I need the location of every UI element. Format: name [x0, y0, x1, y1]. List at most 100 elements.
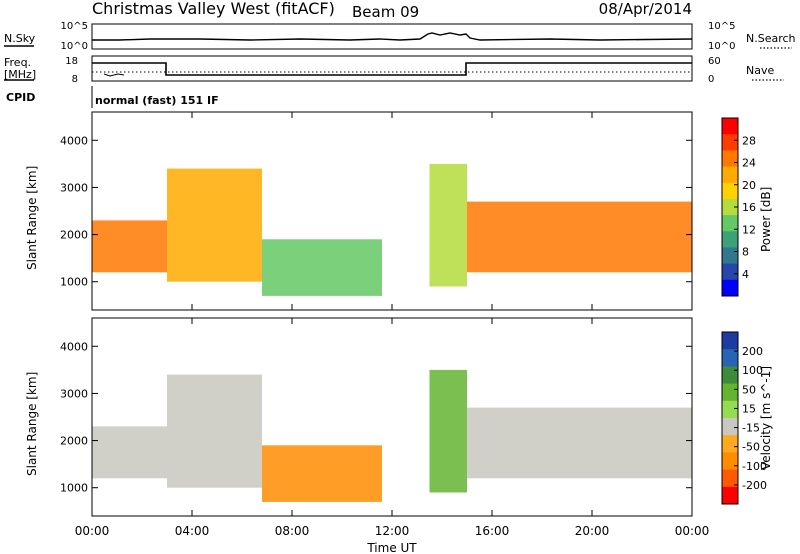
echo-band-3: [262, 239, 382, 296]
freq-label: Freq.: [4, 56, 31, 69]
colorbar-tick-label: 24: [742, 157, 756, 170]
velocity-y-axis-label: Slant Range [km]: [25, 372, 39, 476]
colorbar-tick-label: -50: [742, 441, 760, 454]
colorbar-tick-label: 4: [742, 268, 749, 281]
power-colorbar-label: Power [dB]: [759, 187, 773, 252]
colorbar-swatch: [722, 279, 738, 297]
colorbar-swatch: [722, 247, 738, 265]
echo-band-2: [167, 168, 262, 282]
colorbar-swatch: [722, 383, 738, 402]
y-tick-label: 4000: [60, 134, 88, 147]
nave-trace-spike: [103, 73, 125, 77]
echo-band-5: [467, 201, 692, 273]
x-tick-label: 20:00: [575, 524, 610, 538]
x-tick-label: 16:00: [475, 524, 510, 538]
freq-unit-label: [MHz]: [4, 68, 36, 81]
velocity-colorbar: 200 100 50 15 -15 -50 -100 -200: [721, 331, 767, 505]
cpid-label: CPID: [6, 91, 35, 104]
y-tick-label: 1000: [60, 482, 88, 495]
nsearch-tick-top: 10^5: [708, 21, 735, 32]
beam-label: Beam 09: [352, 3, 419, 21]
colorbar-swatch: [722, 366, 738, 385]
velocity-colorbar-label: Velocity [m s^-1]: [759, 366, 773, 470]
echo-band-5: [467, 407, 692, 479]
freq-tick-bottom: 8: [72, 74, 78, 85]
nsky-tick-bottom: 10^0: [61, 41, 88, 52]
y-tick-label: 3000: [60, 387, 88, 400]
power-y-axis: 1000 2000 3000 4000: [60, 134, 692, 289]
y-tick-label: 3000: [60, 181, 88, 194]
x-tick-label: 00:00: [75, 524, 110, 538]
colorbar-tick-label: 20: [742, 179, 756, 192]
colorbar-tick-label: -100: [742, 460, 767, 473]
colorbar-tick-label: 28: [742, 134, 756, 147]
plot-title: Christmas Valley West (fitACF): [92, 0, 335, 18]
echo-band-1: [92, 220, 167, 273]
nsky-label: N.Sky: [4, 32, 36, 45]
velocity-echo-layer: [92, 369, 692, 502]
colorbar-swatch: [722, 118, 738, 135]
x-tick-label: 12:00: [375, 524, 410, 538]
freq-trace: [92, 62, 692, 76]
power-y-axis-label: Slant Range [km]: [25, 166, 39, 270]
velocity-y-axis: 1000 2000 3000 4000: [60, 340, 692, 495]
nsearch-tick-bottom: 10^0: [708, 41, 735, 52]
y-tick-label: 4000: [60, 340, 88, 353]
colorbar-tick-label: 100: [742, 364, 763, 377]
plot-date: 08/Apr/2014: [599, 0, 692, 18]
colorbar-swatch: [722, 182, 738, 200]
echo-band-2: [167, 374, 262, 488]
x-tick-label: 00:00: [675, 524, 710, 538]
nsearch-label: N.Search: [746, 32, 796, 45]
colorbar-swatch: [722, 400, 738, 419]
colorbar-swatch: [722, 134, 738, 151]
nsky-strip: N.Sky 10^5 10^0 10^5 10^0 N.Search: [4, 21, 796, 52]
colorbar-tick-label: -200: [742, 479, 767, 492]
colorbar-swatch: [722, 150, 738, 168]
power-panel: 1000 2000 3000 4000 Slant Range [km]: [25, 111, 693, 311]
nsky-tick-top: 10^5: [61, 21, 88, 32]
nave-label: Nave: [746, 64, 774, 77]
power-echo-layer: [92, 163, 692, 296]
colorbar-swatch: [722, 263, 738, 281]
colorbar-tick-label: 16: [742, 201, 756, 214]
echo-band-3: [262, 445, 382, 502]
time-axis: 00:00 04:00 08:00 12:00 16:00 20:00 00:00: [75, 112, 710, 538]
colorbar-swatch: [722, 349, 738, 367]
colorbar-tick-label: 200: [742, 345, 763, 358]
colorbar-tick-label: 12: [742, 223, 756, 236]
y-tick-label: 2000: [60, 435, 88, 448]
colorbar-swatch: [722, 332, 738, 350]
freq-tick-top: 18: [65, 56, 78, 67]
y-tick-label: 1000: [60, 276, 88, 289]
freq-strip: Freq. [MHz] 18 8 60 0 Nave: [4, 55, 784, 85]
colorbar-tick-label: 8: [742, 246, 749, 259]
colorbar-swatch: [722, 231, 738, 248]
y-tick-label: 2000: [60, 229, 88, 242]
colorbar-tick-label: 50: [742, 383, 756, 396]
colorbar-swatch: [722, 166, 738, 184]
colorbar-swatch: [722, 215, 738, 232]
nave-tick-bottom: 0: [708, 74, 714, 85]
cpid-text: normal (fast) 151 IF: [95, 94, 219, 107]
nsky-trace: [92, 32, 693, 41]
colorbar-swatch: [722, 198, 738, 216]
colorbar-swatch: [722, 469, 738, 488]
colorbar-frame: [721, 331, 739, 505]
echo-band-4: [429, 163, 467, 287]
colorbar-swatch: [722, 452, 738, 471]
x-tick-label: 08:00: [275, 524, 310, 538]
colorbar-swatch: [722, 486, 738, 505]
x-tick-label: 04:00: [175, 524, 210, 538]
power-colorbar: 28 24 20 16 12 8 4: [721, 117, 756, 297]
echo-band-1: [92, 426, 167, 479]
colorbar-swatch: [722, 418, 738, 436]
nave-tick-top: 60: [708, 56, 721, 67]
colorbar-swatch: [722, 435, 738, 453]
echo-band-4: [429, 369, 467, 493]
colorbar-tick-label: 15: [742, 402, 756, 415]
time-axis-label: Time UT: [366, 541, 417, 554]
colorbar-tick-label: -15: [742, 422, 760, 435]
velocity-panel: 1000 2000 3000 4000 Slant Range [km]: [25, 317, 693, 517]
